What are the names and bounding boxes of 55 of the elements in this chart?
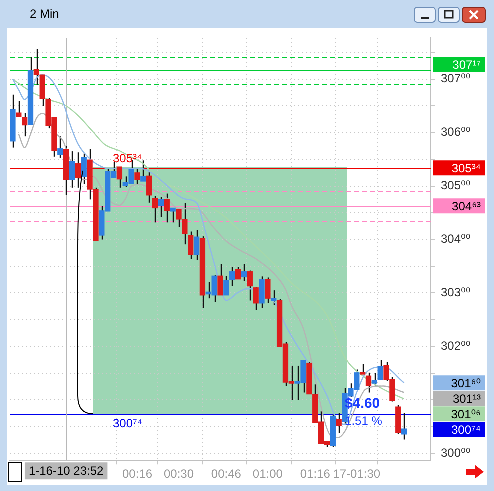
ref-line-label: 307¹⁷ (452, 58, 481, 72)
chart-title: 2 Min (30, 7, 60, 21)
candlestick (265, 277, 271, 304)
candlestick (146, 170, 152, 204)
y-tick-label: 305⁰⁰ (441, 178, 471, 193)
candlestick (16, 100, 22, 118)
candlestick (22, 112, 28, 138)
candlestick (194, 230, 200, 261)
y-tick-label: 304⁰⁰ (441, 232, 471, 246)
ref-line-label: 305³⁴ (113, 151, 142, 166)
ref-line-label: 300⁷⁴ (113, 416, 143, 430)
candlestick (81, 153, 87, 185)
y-tick-label: 307⁰⁰ (441, 72, 471, 86)
candlestick (378, 359, 384, 380)
candlestick (360, 364, 366, 376)
candlestick (58, 136, 64, 159)
text: 301⁰⁶ (451, 407, 482, 422)
x-tick-label: 01:00 (252, 467, 284, 482)
y-tick-label: 302⁰⁰ (441, 339, 471, 354)
x-tick-label: 00:46 (211, 467, 242, 482)
candlestick (188, 231, 194, 260)
candlestick (116, 166, 123, 189)
candlestick (235, 266, 242, 280)
candlestick (134, 168, 140, 186)
ref-line-label: 304⁶³ (452, 199, 482, 214)
y-tick-label: 306⁰⁰ (441, 125, 471, 140)
ref-line-label: 1-16-10 23:52 (28, 464, 104, 478)
candlestick (152, 196, 158, 224)
candlestick (170, 208, 176, 224)
text: 301¹³ (452, 392, 482, 406)
candlestick (401, 412, 408, 440)
candlestick (271, 290, 277, 306)
x-tick-label: 00:16 (122, 467, 153, 482)
candlestick (164, 193, 170, 224)
candlestick (140, 160, 146, 182)
x-tick-label: 17-01:30 (333, 467, 381, 482)
text: 301⁶⁰ (451, 376, 482, 390)
x-tick-label: 00:30 (164, 467, 194, 482)
text: 300⁷⁴ (451, 422, 482, 437)
candlestick (158, 196, 164, 218)
candlestick (253, 286, 259, 311)
candlestick (372, 372, 378, 386)
candlestick (218, 264, 224, 296)
candlestick (336, 412, 342, 434)
x-tick-label: 01:16 (300, 467, 331, 482)
candlestick (224, 276, 230, 296)
text: 305³⁴ (452, 161, 482, 176)
candlestick (75, 152, 82, 189)
candlestick (366, 372, 372, 394)
candlestick (230, 266, 236, 287)
candlestick (241, 264, 248, 282)
y-tick-label: 300⁰⁰ (441, 446, 471, 460)
candlestick (69, 150, 76, 189)
y-tick-label: 303⁰⁰ (441, 286, 471, 300)
candlestick (247, 270, 253, 302)
